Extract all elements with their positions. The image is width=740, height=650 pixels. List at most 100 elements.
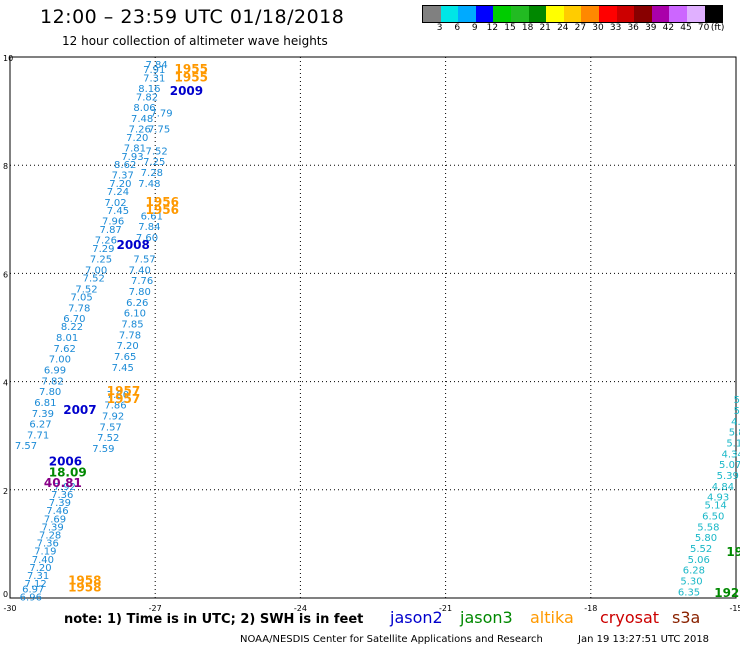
wave-height-value: 7.00 bbox=[85, 265, 107, 276]
wave-height-value: 7.20 bbox=[126, 133, 148, 144]
wave-height-value: 7.40 bbox=[129, 265, 151, 276]
wave-height-value: 7.20 bbox=[116, 341, 138, 352]
wave-height-value: 7.92 bbox=[102, 411, 124, 422]
wave-height-value: 7.02 bbox=[104, 198, 126, 209]
wave-height-value: 7.52 bbox=[146, 146, 168, 157]
pass-time-label: 1958 bbox=[68, 573, 101, 587]
wave-height-value: 7.52 bbox=[97, 433, 119, 444]
wave-height-value: 6.10 bbox=[124, 309, 146, 320]
x-tick-label: -18 bbox=[584, 604, 597, 613]
wave-height-value: 7.52 bbox=[83, 274, 105, 285]
wave-height-value: 7.24 bbox=[107, 187, 129, 198]
legend-label: 18 bbox=[521, 23, 534, 33]
legend-label: 42 bbox=[662, 23, 675, 33]
legend-label: (ft) bbox=[710, 23, 725, 33]
satellite-legend-s3a: s3a bbox=[672, 608, 701, 627]
y-tick-label: 10 bbox=[3, 54, 13, 63]
color-legend bbox=[422, 5, 724, 23]
legend-swatch bbox=[581, 6, 599, 22]
wave-height-value: 4.34 bbox=[721, 449, 740, 460]
pass-time-label: 1956 bbox=[146, 203, 179, 217]
legend-swatch bbox=[423, 6, 441, 22]
pass-time-label: 40.81 bbox=[44, 476, 82, 490]
legend-swatch bbox=[634, 6, 652, 22]
legend-swatch bbox=[598, 6, 617, 22]
wave-height-value: 6.35 bbox=[678, 587, 700, 598]
wave-height-value: 7.57 bbox=[15, 441, 37, 452]
wave-height-value: 5.06 bbox=[688, 555, 710, 566]
wave-height-value: 7.31 bbox=[143, 73, 165, 84]
wave-height-value: 6.97 bbox=[22, 585, 44, 596]
credit-line: NOAA/NESDIS Center for Satellite Applica… bbox=[240, 634, 543, 645]
wave-height-value: 6.26 bbox=[126, 298, 148, 309]
wave-height-value: 5.80 bbox=[695, 533, 717, 544]
x-tick-label: -30 bbox=[3, 604, 16, 613]
pass-time-label: 1958 bbox=[68, 581, 101, 595]
wave-height-value: 7.78 bbox=[119, 330, 141, 341]
y-tick-label: 0 bbox=[3, 590, 8, 599]
legend-label: 6 bbox=[454, 23, 461, 33]
wave-height-value: 7.57 bbox=[100, 422, 122, 433]
wave-height-value: 7.45 bbox=[107, 206, 129, 217]
wave-height-value: 8.16 bbox=[138, 84, 160, 95]
wave-height-value: 7.39 bbox=[49, 498, 71, 509]
wave-height-value: 7.20 bbox=[109, 179, 131, 190]
wave-height-value: 7.29 bbox=[92, 244, 114, 255]
wave-height-value: 7.82 bbox=[136, 92, 158, 103]
wave-height-value: 5.1 bbox=[726, 439, 740, 450]
wave-height-value: 7.48 bbox=[138, 179, 160, 190]
wave-height-value: 7.62 bbox=[54, 344, 76, 355]
wave-height-value: 5.07 bbox=[719, 460, 740, 471]
y-tick-label: 4 bbox=[3, 379, 8, 388]
wave-height-value: 6.61 bbox=[141, 211, 163, 222]
wave-height-value: 4. bbox=[731, 417, 740, 428]
wave-height-value: 4.84 bbox=[712, 482, 734, 493]
wave-height-value: 7.59 bbox=[92, 444, 114, 455]
legend-label: 27 bbox=[574, 23, 587, 33]
pass-time-label: 2007 bbox=[63, 403, 96, 417]
legend-swatch bbox=[458, 6, 476, 22]
generated-timestamp: Jan 19 13:27:51 UTC 2018 bbox=[578, 634, 710, 645]
pass-time-label: 2006 bbox=[49, 454, 82, 468]
wave-height-value: 7.79 bbox=[150, 109, 172, 120]
wave-height-value: 7.37 bbox=[112, 171, 134, 182]
wave-height-value: 7.40 bbox=[32, 555, 54, 566]
wave-height-value: 7.86 bbox=[104, 401, 126, 412]
legend-label: 3 bbox=[436, 23, 443, 33]
wave-height-value: 7.31 bbox=[27, 571, 49, 582]
wave-height-value: 7.75 bbox=[148, 125, 170, 136]
wave-height-value: 7.19 bbox=[34, 547, 56, 558]
wave-height-value: 5.39 bbox=[717, 471, 739, 482]
legend-swatch bbox=[686, 6, 705, 22]
satellite-legend-jason3: jason3 bbox=[460, 608, 513, 627]
legend-label: 45 bbox=[680, 23, 692, 33]
map-frame bbox=[9, 56, 737, 599]
x-tick-label: -24 bbox=[294, 604, 307, 613]
wave-height-value: 7.46 bbox=[46, 506, 68, 517]
legend-swatch bbox=[669, 6, 687, 22]
wave-height-value: 6.28 bbox=[683, 566, 705, 577]
y-tick-label: 6 bbox=[3, 270, 8, 279]
wave-height-value: 7.25 bbox=[143, 157, 165, 168]
wave-height-value: 6.50 bbox=[702, 512, 724, 523]
legend-label: 33 bbox=[609, 23, 622, 33]
wave-height-value: 8.22 bbox=[61, 322, 83, 333]
legend-swatch bbox=[510, 6, 529, 22]
pass-time-label: 1957 bbox=[107, 392, 140, 406]
wave-height-value: 6.99 bbox=[44, 365, 66, 376]
legend-label: 39 bbox=[645, 23, 657, 33]
pass-time-label: 1957 bbox=[107, 384, 140, 398]
y-tick-label: 2 bbox=[3, 487, 8, 496]
satellite-legend-jason2: jason2 bbox=[390, 608, 443, 627]
wave-height-value: 7.92 bbox=[54, 482, 76, 493]
wave-height-value: 7.82 bbox=[41, 376, 63, 387]
pass-time-label: 18.09 bbox=[49, 465, 87, 479]
wave-height-value: 7.80 bbox=[39, 387, 61, 398]
wave-height-value: 8.06 bbox=[133, 103, 155, 114]
legend-label: 12 bbox=[486, 23, 499, 33]
wave-height-value: 7.00 bbox=[49, 355, 71, 366]
pass-time-label: 1955 bbox=[175, 70, 208, 84]
legend-label: 9 bbox=[471, 23, 478, 33]
wave-height-value: 6.96 bbox=[20, 593, 42, 604]
